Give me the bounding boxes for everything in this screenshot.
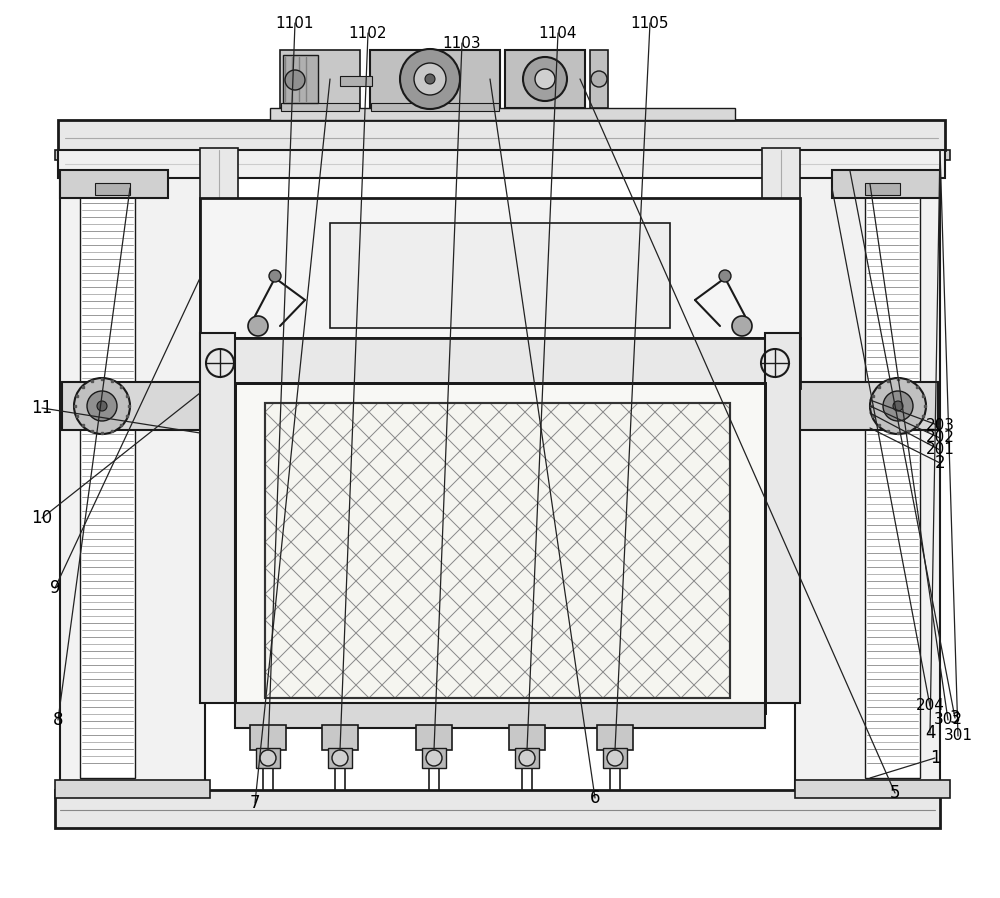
Circle shape xyxy=(732,316,752,336)
Circle shape xyxy=(425,74,435,84)
Text: 9: 9 xyxy=(50,579,60,597)
Bar xyxy=(795,155,940,790)
Circle shape xyxy=(414,63,446,95)
Bar xyxy=(270,108,735,120)
Bar xyxy=(416,725,452,750)
Bar xyxy=(200,338,800,388)
Bar xyxy=(798,382,938,430)
Text: 301: 301 xyxy=(944,728,972,744)
Bar xyxy=(62,382,202,430)
Bar xyxy=(509,725,545,750)
Bar xyxy=(60,170,168,198)
Circle shape xyxy=(269,270,281,282)
Circle shape xyxy=(607,750,623,766)
Bar xyxy=(322,725,358,750)
Text: 2: 2 xyxy=(935,454,945,472)
Bar xyxy=(330,223,670,328)
Bar xyxy=(865,178,920,778)
Text: 3: 3 xyxy=(950,709,960,727)
Text: 1102: 1102 xyxy=(349,25,387,40)
Text: 4: 4 xyxy=(925,724,935,742)
Bar xyxy=(328,748,352,768)
Bar xyxy=(865,183,900,195)
Bar xyxy=(371,103,499,111)
Text: 10: 10 xyxy=(31,509,53,527)
Bar xyxy=(590,50,608,108)
Bar xyxy=(265,403,730,698)
Text: 1101: 1101 xyxy=(276,15,314,31)
Bar xyxy=(340,76,372,86)
Bar xyxy=(55,150,210,160)
Bar xyxy=(283,55,318,103)
Text: 1104: 1104 xyxy=(539,25,577,40)
Bar xyxy=(422,748,446,768)
Bar xyxy=(265,403,730,698)
Bar xyxy=(95,183,130,195)
Text: 1: 1 xyxy=(930,749,940,767)
Bar xyxy=(58,120,945,150)
Bar xyxy=(58,150,945,178)
Bar xyxy=(60,155,205,790)
Circle shape xyxy=(87,391,117,421)
Circle shape xyxy=(870,378,926,434)
Circle shape xyxy=(74,378,130,434)
Bar xyxy=(795,780,950,798)
Circle shape xyxy=(883,391,913,421)
Bar xyxy=(505,50,585,108)
Text: 202: 202 xyxy=(926,430,954,445)
Text: 203: 203 xyxy=(926,418,954,434)
Bar xyxy=(765,333,800,703)
Circle shape xyxy=(519,750,535,766)
Text: 302: 302 xyxy=(934,712,962,727)
Bar xyxy=(265,403,730,698)
Bar xyxy=(55,790,940,828)
Text: 1103: 1103 xyxy=(443,36,481,50)
Circle shape xyxy=(893,401,903,411)
Circle shape xyxy=(332,750,348,766)
Bar xyxy=(55,780,210,798)
Circle shape xyxy=(260,750,276,766)
Circle shape xyxy=(591,71,607,87)
Text: 7: 7 xyxy=(250,794,260,812)
Bar xyxy=(235,383,765,713)
Bar xyxy=(200,148,238,338)
Circle shape xyxy=(248,316,268,336)
Bar xyxy=(80,178,135,778)
Bar xyxy=(200,198,800,338)
Circle shape xyxy=(535,69,555,89)
Bar xyxy=(200,333,235,703)
Bar xyxy=(370,50,500,108)
Circle shape xyxy=(719,270,731,282)
Circle shape xyxy=(400,49,460,109)
Bar xyxy=(597,725,633,750)
Bar xyxy=(281,103,359,111)
Bar xyxy=(603,748,627,768)
Bar xyxy=(795,150,950,160)
Circle shape xyxy=(97,401,107,411)
Bar xyxy=(762,148,800,338)
Bar xyxy=(832,170,940,198)
Circle shape xyxy=(523,57,567,101)
Bar xyxy=(515,748,539,768)
Bar xyxy=(235,383,765,713)
Bar xyxy=(235,703,765,728)
Bar xyxy=(280,50,360,108)
Text: 204: 204 xyxy=(916,699,944,714)
Text: 6: 6 xyxy=(590,789,600,807)
Text: 11: 11 xyxy=(31,399,53,417)
Text: 201: 201 xyxy=(926,443,954,457)
Circle shape xyxy=(426,750,442,766)
Text: 1105: 1105 xyxy=(631,15,669,31)
Text: 8: 8 xyxy=(53,711,63,729)
Text: 5: 5 xyxy=(890,784,900,802)
Bar xyxy=(250,725,286,750)
Circle shape xyxy=(285,70,305,90)
Bar xyxy=(256,748,280,768)
